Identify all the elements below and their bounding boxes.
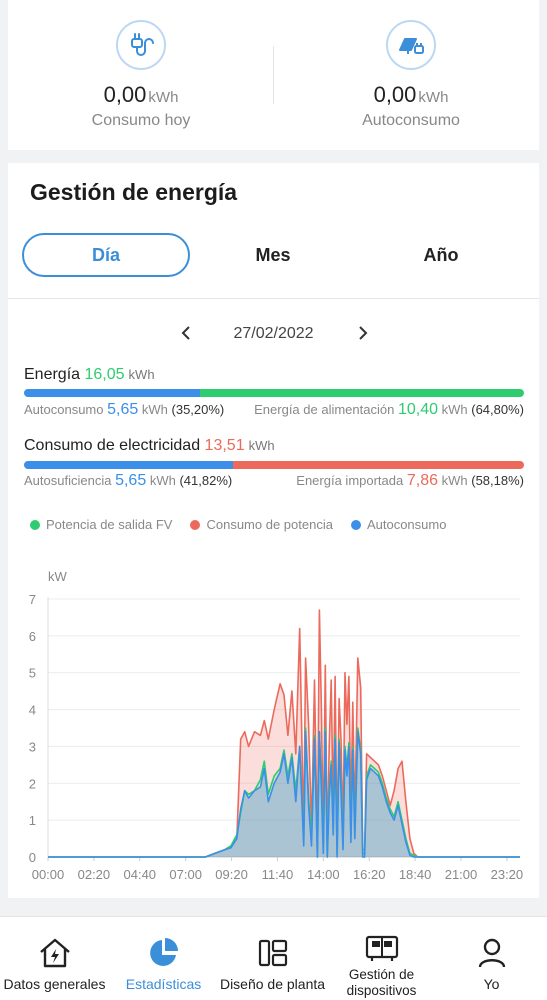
pie-chart-icon (149, 938, 178, 966)
legend-item-autoconsumo[interactable]: Autoconsumo (350, 517, 446, 532)
bottom-nav: Datos generales Estadísticas Diseño de p… (0, 916, 547, 1000)
x-tick-label: 11:40 (262, 867, 294, 882)
y-tick-label: 2 (29, 776, 36, 791)
y-tick-label: 3 (29, 739, 36, 754)
summary-card: 0,00 kWh Consumo hoy 0,00 kWh Autoconsumo (8, 0, 539, 150)
nav-yo[interactable]: Yo (437, 917, 546, 1000)
user-icon (478, 938, 505, 968)
y-tick-label: 4 (29, 703, 36, 718)
plug-icon (116, 20, 166, 70)
consumo-bar (24, 461, 524, 469)
chevron-left-icon[interactable] (176, 325, 196, 344)
nav-gestion-dispositivos[interactable]: Gestión de dispositivos (327, 917, 436, 1000)
series-fv-line (48, 727, 520, 858)
energia-importada: Energía importada 7,86 kWh (58,18%) (296, 472, 524, 489)
series-consumo-area (48, 610, 520, 857)
x-tick-label: 00:00 (32, 867, 65, 882)
autoconsumo-stat: 0,00 kWh Autoconsumo (311, 20, 511, 130)
autoconsumo-value: 0,00 kWh (373, 82, 449, 107)
x-tick-label: 04:40 (124, 867, 157, 882)
divider (8, 298, 539, 299)
energia-bar-alimentacion (200, 389, 524, 397)
energia-title: Energía 16,05 kWh (24, 366, 155, 383)
device-icon (365, 935, 398, 961)
x-tick-label: 09:20 (215, 867, 248, 882)
tab-mes[interactable]: Mes (255, 244, 291, 265)
x-tick-label: 18:40 (399, 867, 432, 882)
solar-panel-icon (386, 20, 436, 70)
consumo-hoy-label: Consumo hoy (91, 112, 191, 129)
consumo-hoy-value: 0,00 kWh (103, 82, 179, 107)
y-tick-label: 0 (29, 850, 36, 865)
x-tick-label: 16:20 (353, 867, 386, 882)
legend-item-consumo[interactable]: Consumo de potencia (190, 517, 333, 532)
period-tabs: Día Mes Año (8, 231, 539, 279)
energy-management-card: Gestión de energía Día Mes Año 27/02/202… (8, 163, 539, 898)
nav-datos-generales[interactable]: Datos generales (0, 917, 109, 1000)
energia-alimentacion: Energía de alimentación 10,40 kWh (64,80… (254, 401, 524, 418)
series-autoconsumo-line (48, 730, 520, 858)
divider (273, 46, 274, 104)
consumo-bar-autosuficiencia (24, 461, 234, 469)
legend-dot (350, 519, 361, 530)
date-selector: 27/02/2022 (8, 321, 539, 349)
legend-dot (30, 519, 40, 530)
x-tick-label: 23:20 (491, 867, 524, 882)
nav-diseno-planta[interactable]: Diseño de planta (218, 917, 327, 1000)
autoconsumo-label: Autoconsumo (362, 112, 460, 129)
y-tick-label: 6 (29, 629, 36, 644)
y-axis-label: kW (48, 569, 68, 584)
y-tick-label: 1 (29, 813, 36, 828)
x-tick-label: 07:00 (169, 867, 202, 882)
autosuficiencia: Autosuficiencia 5,65 kWh (41,82%) (24, 472, 233, 489)
consumo-hoy-stat: 0,00 kWh Consumo hoy (41, 20, 241, 130)
tab-dia[interactable]: Día (22, 233, 190, 277)
energia-bar (24, 389, 524, 397)
date-label[interactable]: 27/02/2022 (233, 325, 314, 342)
home-bolt-icon (39, 938, 70, 968)
x-tick-label: 21:00 (445, 867, 478, 882)
energia-bar-autoconsumo (24, 389, 200, 397)
chart-legend: Potencia de salida FV Consumo de potenci… (30, 517, 446, 532)
consumo-electricidad-title: Consumo de electricidad 13,51 kWh (24, 437, 275, 454)
legend-dot (190, 519, 201, 530)
legend-item-fv[interactable]: Potencia de salida FV (30, 517, 172, 532)
x-tick-label: 02:20 (78, 867, 111, 882)
tab-ano[interactable]: Año (423, 244, 459, 265)
y-tick-label: 5 (29, 666, 36, 681)
layout-icon (258, 939, 287, 967)
chevron-right-icon[interactable] (353, 325, 373, 344)
consumo-bar-importada (233, 461, 524, 469)
power-chart[interactable]: kW 0 1 2 3 4 5 6 7 00:00 02:20 04:40 07:00 09:20 11:40… (8, 561, 539, 891)
y-tick-label: 7 (29, 592, 36, 607)
nav-estadisticas[interactable]: Estadísticas (109, 917, 218, 1000)
energia-autoconsumo: Autoconsumo 5,65 kWh (35,20%) (24, 401, 225, 418)
x-tick-label: 14:00 (307, 867, 340, 882)
section-title: Gestión de energía (30, 179, 238, 205)
series-consumo-line (48, 609, 520, 858)
